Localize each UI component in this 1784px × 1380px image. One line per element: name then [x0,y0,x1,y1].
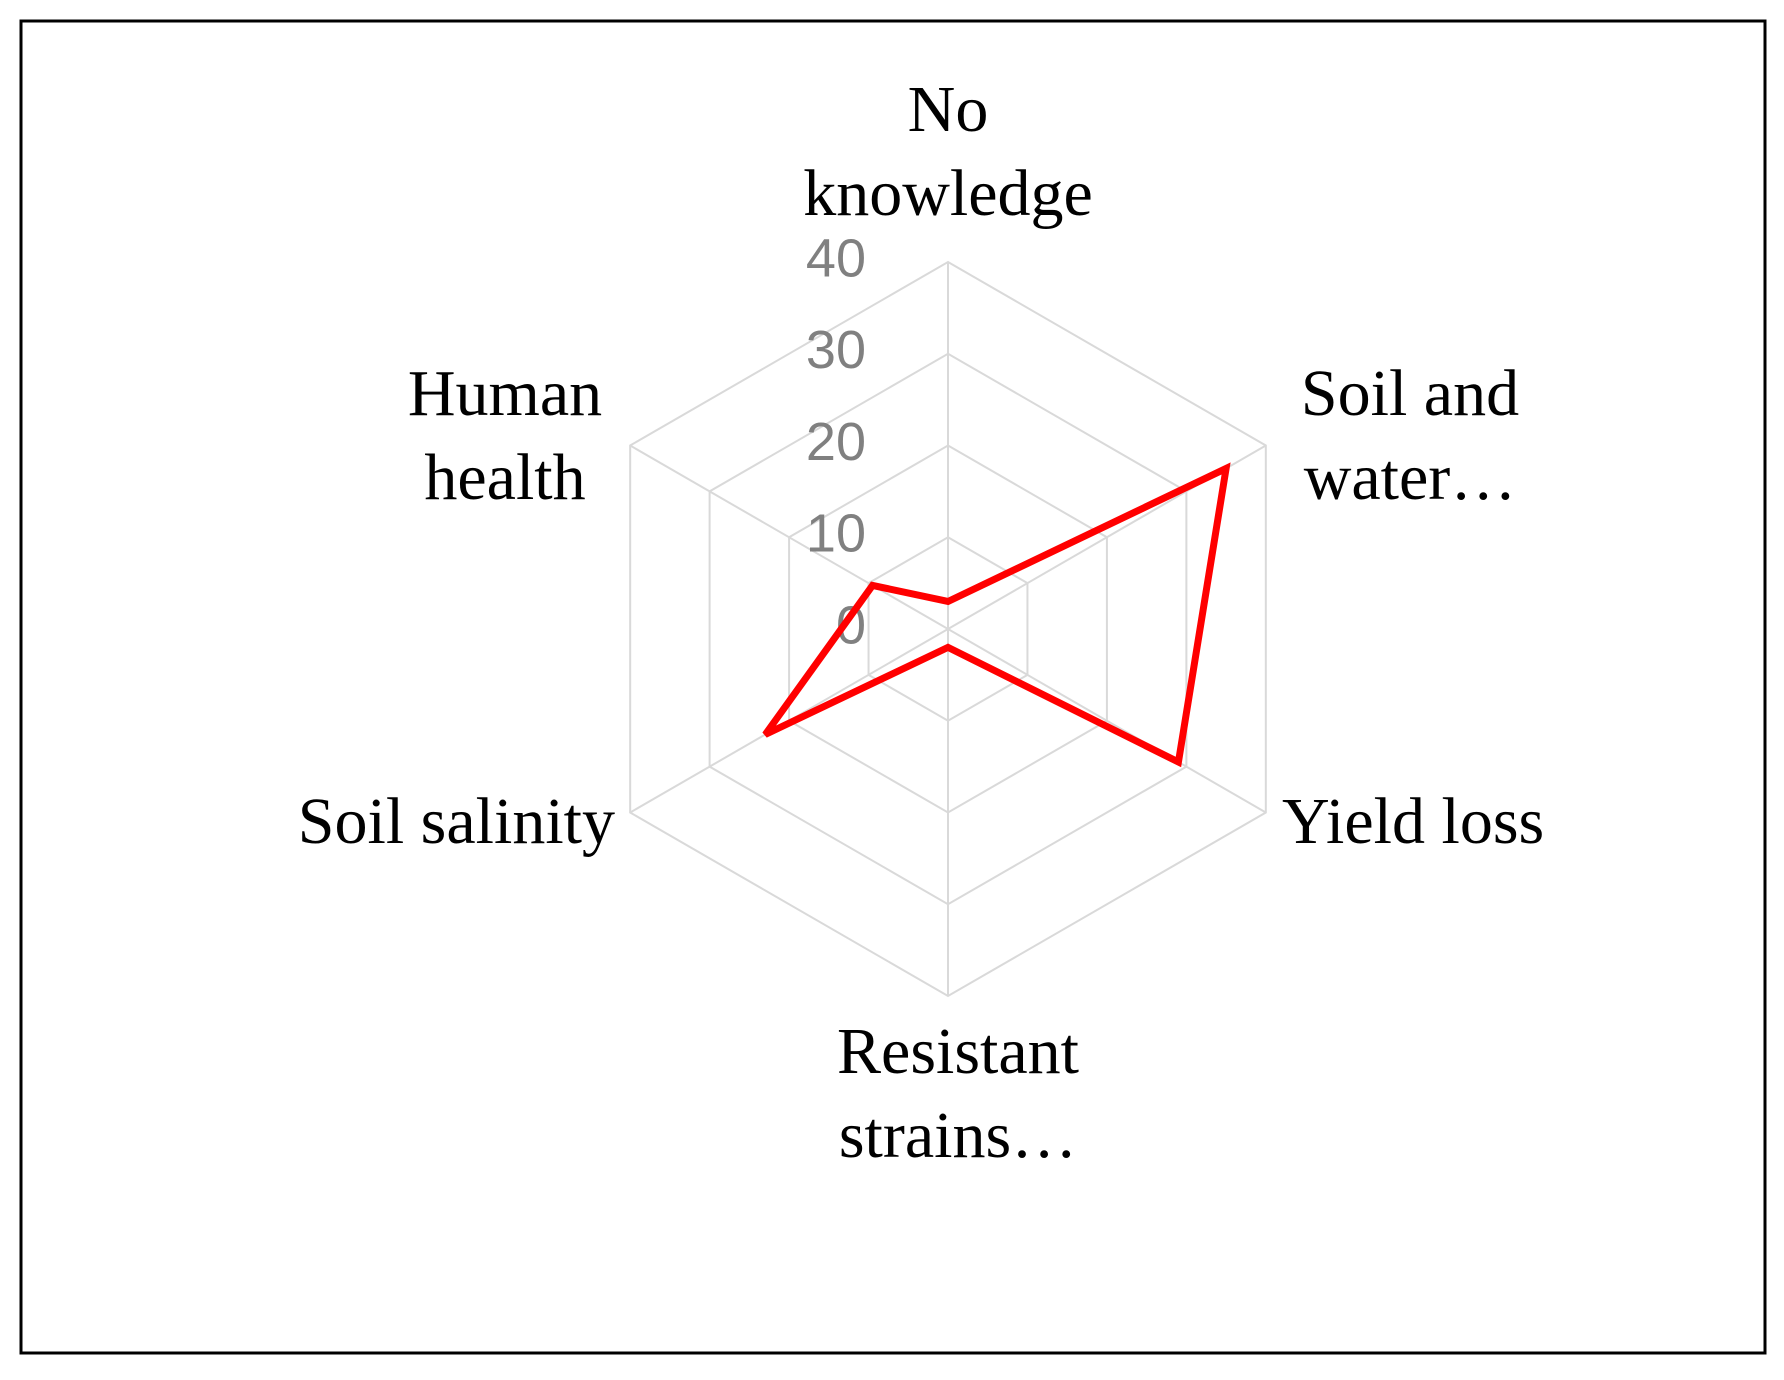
r-tick-label: 30 [806,320,866,380]
category-label: Soil salinity [297,785,615,858]
category-label: Yield loss [1282,785,1545,858]
category-label: Resistant strains… [837,1015,1079,1172]
r-tick-label: 40 [806,228,866,288]
frame [19,19,1767,1355]
r-tick-label: 20 [806,412,866,472]
category-label: Human health [407,357,603,514]
spoke [629,444,949,630]
category-label: Soil and water… [1300,357,1520,514]
category-label: No knowledge [803,73,1093,230]
series-line [762,462,1231,768]
r-tick-label: 10 [806,504,866,564]
spoke [947,628,1267,814]
